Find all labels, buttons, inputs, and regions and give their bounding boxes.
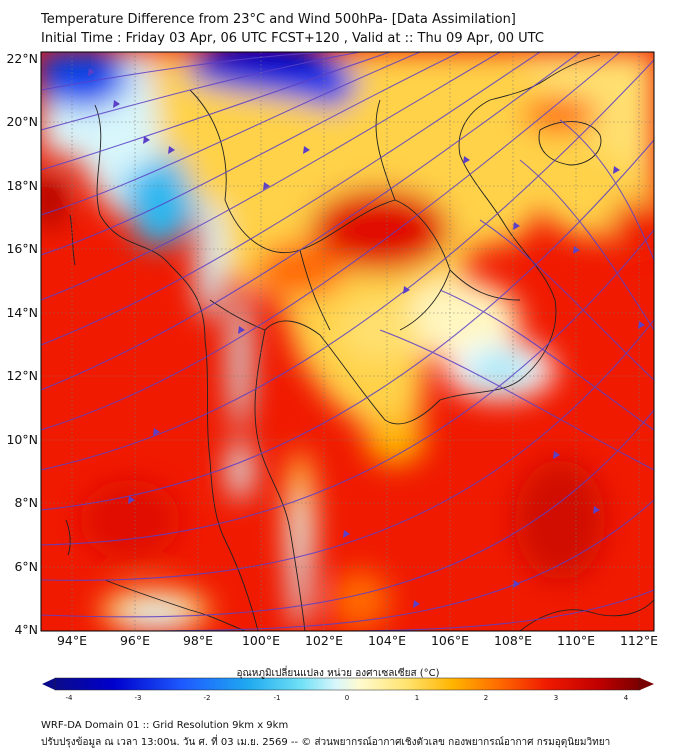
footer-credit: ปรับปรุงข้อมูล ณ เวลา 13:00น. วัน ศ. ที่… bbox=[41, 737, 611, 748]
wind-arrows bbox=[88, 68, 645, 608]
lat-label-14n: 14°N bbox=[6, 305, 38, 320]
temperature-field bbox=[41, 52, 654, 631]
colorbar-title: อุณหภูมิเปลี่ยนแปลง หน่วย องศาเซลเซียส (… bbox=[236, 668, 440, 679]
colorbar-tick: 0 bbox=[344, 694, 350, 702]
colorbar-low-extend bbox=[42, 678, 55, 690]
colorbar-tick: 1 bbox=[414, 694, 420, 702]
colorbar-high-extend bbox=[640, 678, 654, 690]
wind-streamlines bbox=[41, 52, 654, 631]
map-title: Temperature Difference from 23°C and Win… bbox=[41, 10, 544, 48]
map-frame bbox=[40, 51, 655, 632]
lat-label-10n: 10°N bbox=[6, 432, 38, 447]
lon-label-96e: 96°E bbox=[119, 633, 151, 648]
colorbar-tick: -4 bbox=[65, 694, 73, 702]
lon-label-108e: 108°E bbox=[493, 633, 532, 648]
lat-label-6n: 6°N bbox=[14, 559, 38, 574]
lat-label-22n: 22°N bbox=[6, 51, 38, 66]
footer-model-info: WRF-DA Domain 01 :: Grid Resolution 9km … bbox=[41, 720, 289, 731]
title-line-2: Initial Time : Friday 03 Apr, 06 UTC FCS… bbox=[41, 31, 544, 46]
lon-label-98e: 98°E bbox=[182, 633, 214, 648]
lon-label-100e: 100°E bbox=[241, 633, 280, 648]
lat-label-20n: 20°N bbox=[6, 114, 38, 129]
lon-label-94e: 94°E bbox=[56, 633, 88, 648]
lon-label-106e: 106°E bbox=[430, 633, 469, 648]
lat-label-4n: 4°N bbox=[14, 622, 38, 637]
lon-label-104e: 104°E bbox=[367, 633, 406, 648]
lon-label-112e: 112°E bbox=[619, 633, 658, 648]
lon-label-110e: 110°E bbox=[556, 633, 595, 648]
coastlines bbox=[65, 54, 654, 631]
colorbar-tick: -3 bbox=[134, 694, 142, 702]
lon-label-102e: 102°E bbox=[304, 633, 343, 648]
colorbar-tick: 4 bbox=[623, 694, 629, 702]
colorbar-tick: -1 bbox=[273, 694, 281, 702]
colorbar-tick: 2 bbox=[483, 694, 489, 702]
colorbar-tick: 3 bbox=[553, 694, 559, 702]
title-line-1: Temperature Difference from 23°C and Win… bbox=[41, 12, 516, 27]
colorbar-tick: -2 bbox=[203, 694, 211, 702]
graticule bbox=[41, 52, 654, 631]
lat-label-8n: 8°N bbox=[14, 495, 38, 510]
lat-label-12n: 12°N bbox=[6, 368, 38, 383]
lat-label-16n: 16°N bbox=[6, 241, 38, 256]
lat-label-18n: 18°N bbox=[6, 178, 38, 193]
